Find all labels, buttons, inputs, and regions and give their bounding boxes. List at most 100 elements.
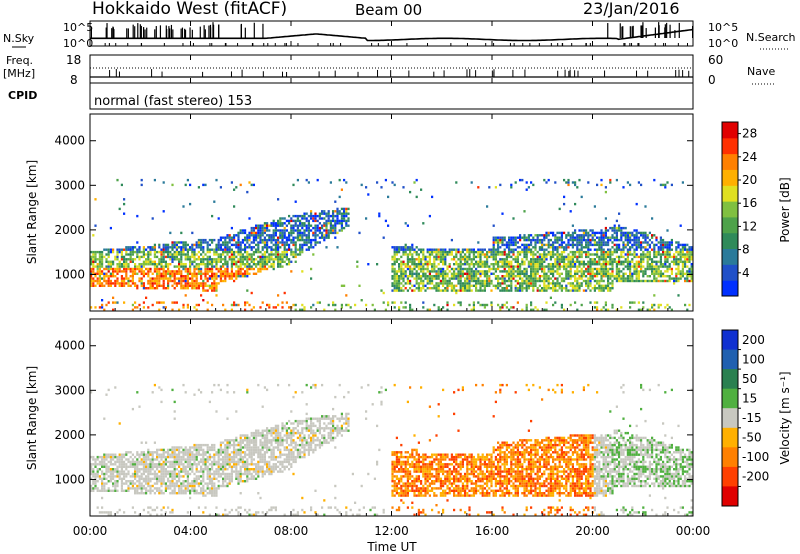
power-cell bbox=[648, 255, 651, 259]
power-cell bbox=[101, 299, 104, 302]
power-cell bbox=[230, 243, 233, 247]
velocity-cell bbox=[136, 468, 139, 471]
power-cell bbox=[574, 181, 577, 184]
power-cell bbox=[290, 217, 293, 220]
power-cell bbox=[574, 301, 577, 304]
power-cell bbox=[393, 255, 396, 259]
power-cell bbox=[283, 253, 286, 256]
power-cell bbox=[653, 275, 656, 278]
power-cell bbox=[604, 190, 607, 194]
power-cell bbox=[241, 238, 244, 242]
power-cell bbox=[527, 236, 530, 239]
power-cell bbox=[301, 308, 304, 311]
power-cell bbox=[543, 279, 546, 283]
velocity-cell bbox=[173, 448, 176, 452]
power-cell bbox=[631, 231, 634, 235]
power-cell bbox=[202, 284, 205, 287]
power-cell bbox=[206, 241, 209, 244]
power-cell bbox=[532, 263, 535, 266]
power-cell bbox=[151, 284, 154, 287]
power-cell bbox=[246, 258, 249, 261]
power-cell bbox=[642, 258, 645, 261]
power-cell bbox=[175, 248, 178, 251]
power-cell bbox=[653, 243, 656, 247]
power-cell bbox=[226, 265, 229, 268]
power-cell bbox=[233, 188, 236, 191]
power-cell bbox=[395, 287, 398, 290]
power-cell bbox=[151, 272, 154, 275]
power-cell bbox=[340, 219, 343, 223]
power-cell bbox=[314, 243, 317, 247]
power-cell bbox=[686, 277, 689, 280]
power-cell bbox=[413, 250, 416, 254]
power-cell bbox=[301, 234, 304, 237]
power-cell bbox=[239, 263, 242, 266]
power-cell bbox=[554, 270, 557, 273]
power-cell bbox=[679, 255, 682, 259]
power-cell bbox=[178, 308, 181, 311]
power-cell bbox=[552, 279, 555, 283]
power-cell bbox=[527, 238, 530, 242]
power-cell bbox=[530, 275, 533, 278]
power-cell bbox=[472, 279, 475, 283]
power-cell bbox=[464, 279, 467, 283]
power-cell bbox=[472, 275, 475, 278]
power-cell bbox=[571, 265, 574, 268]
power-cell bbox=[435, 265, 438, 268]
power-cell bbox=[662, 246, 665, 249]
power-cell bbox=[664, 243, 667, 247]
power-cell bbox=[679, 250, 682, 254]
velocity-cell bbox=[107, 460, 110, 464]
power-cell bbox=[294, 255, 297, 259]
power-cell bbox=[411, 258, 414, 261]
power-cell bbox=[233, 303, 236, 307]
power-cell bbox=[455, 255, 458, 259]
power-cell bbox=[186, 275, 189, 278]
power-cell bbox=[303, 224, 306, 227]
velocity-cell bbox=[138, 468, 141, 471]
velocity-cell bbox=[142, 492, 145, 495]
power-cell bbox=[536, 234, 539, 237]
power-cell bbox=[633, 243, 636, 247]
velocity-cell bbox=[145, 477, 148, 480]
power-cell bbox=[558, 275, 561, 278]
velocity-cell bbox=[160, 400, 163, 404]
power-cell bbox=[530, 301, 533, 304]
power-cell bbox=[501, 243, 504, 247]
power-cell bbox=[239, 183, 242, 187]
power-cell bbox=[468, 275, 471, 278]
power-cell bbox=[569, 238, 572, 242]
power-cell bbox=[406, 246, 409, 249]
power-cell bbox=[118, 265, 121, 268]
power-cell bbox=[398, 248, 401, 251]
power-cell bbox=[217, 258, 220, 261]
power-cell bbox=[233, 272, 236, 275]
power-cell bbox=[442, 306, 445, 309]
power-cell bbox=[395, 250, 398, 254]
power-cell bbox=[219, 258, 222, 261]
velocity-cell bbox=[197, 477, 200, 480]
power-cell bbox=[549, 272, 552, 275]
power-cell bbox=[442, 282, 445, 285]
power-cell bbox=[483, 265, 486, 268]
power-cell bbox=[499, 282, 502, 285]
power-cell bbox=[244, 231, 247, 235]
power-cell bbox=[217, 260, 220, 263]
power-cell bbox=[556, 279, 559, 283]
power-cell bbox=[600, 250, 603, 254]
power-cell bbox=[464, 272, 467, 275]
power-cell bbox=[307, 238, 310, 242]
power-cell bbox=[609, 178, 612, 182]
velocity-cell bbox=[94, 482, 97, 485]
power-cell bbox=[270, 263, 273, 266]
power-cell bbox=[615, 250, 618, 254]
power-cell bbox=[204, 183, 207, 187]
velocity-cell bbox=[158, 460, 161, 464]
velocity-cell bbox=[151, 455, 154, 459]
power-cell bbox=[679, 260, 682, 263]
power-cell bbox=[569, 236, 572, 239]
power-cell bbox=[534, 279, 537, 283]
power-cell bbox=[633, 234, 636, 237]
power-cell bbox=[417, 272, 420, 275]
power-cell bbox=[180, 270, 183, 273]
